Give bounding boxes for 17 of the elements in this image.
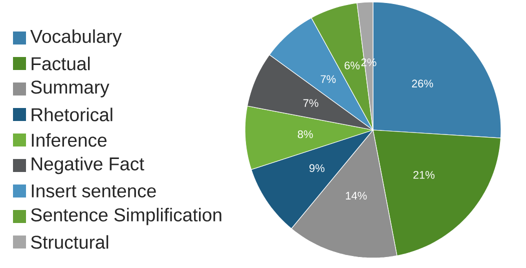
legend-label: Summary: [31, 80, 110, 98]
data-label: 8%: [298, 130, 313, 138]
legend-label: Structural: [31, 235, 108, 249]
legend-label: Sentence Simplification: [31, 208, 222, 226]
data-label: 21%: [413, 171, 434, 179]
legend-label: Factual: [32, 56, 90, 70]
legend-label: Vocabulary: [30, 29, 122, 47]
legend-label: Insert sentence: [32, 184, 156, 198]
data-label: 14%: [346, 192, 367, 200]
data-label: 7%: [320, 75, 336, 83]
data-label: 26%: [412, 80, 434, 88]
data-label: 9%: [309, 164, 324, 172]
data-label: 7%: [303, 99, 318, 107]
data-label: 6%: [344, 62, 360, 70]
legend-label: Negative Fact: [32, 156, 144, 174]
legend-label: Rhetorical: [32, 108, 112, 122]
legend-label: Inference: [32, 133, 107, 147]
